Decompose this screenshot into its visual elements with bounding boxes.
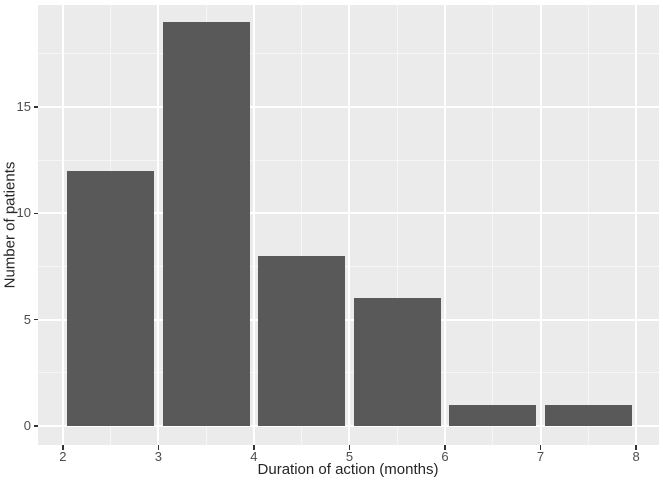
y-tick-mark — [33, 318, 38, 321]
x-tick-label: 5 — [345, 449, 354, 464]
gridline-x-major — [348, 5, 351, 445]
x-tick-mark — [62, 445, 64, 450]
y-tick-label: 0 — [23, 417, 31, 433]
y-tick-mark — [33, 425, 38, 427]
y-tick-label: 15 — [16, 99, 31, 115]
plot-panel — [38, 5, 659, 445]
gridline-y-major — [38, 318, 659, 321]
gridline-x-major — [635, 5, 638, 445]
gridline-y-major — [38, 424, 659, 427]
histogram-bar — [544, 404, 632, 426]
gridline-x-major — [252, 5, 255, 445]
gridline-x-minor — [492, 5, 494, 445]
x-tick-label: 2 — [59, 449, 67, 464]
gridline-x-minor — [587, 5, 589, 445]
gridline-y-major — [38, 106, 659, 109]
x-tick-mark — [539, 445, 542, 450]
x-tick-mark — [444, 445, 446, 450]
y-tick-mark — [33, 106, 38, 108]
gridline-x-minor — [301, 5, 303, 445]
gridline-y-major — [38, 212, 659, 215]
histogram-bar — [353, 298, 441, 426]
histogram-bar — [258, 255, 346, 426]
histogram-bar — [67, 170, 155, 426]
x-tick-label: 3 — [154, 449, 162, 464]
gridline-x-major — [443, 5, 446, 445]
y-axis-title: Number of patients — [1, 161, 19, 289]
x-tick-mark — [348, 445, 351, 450]
x-tick-label: 7 — [536, 449, 545, 464]
y-tick-label: 10 — [16, 205, 31, 221]
x-tick-mark — [253, 445, 255, 450]
y-tick-label: 5 — [23, 311, 31, 327]
histogram-bar — [162, 22, 250, 426]
x-tick-label: 4 — [250, 449, 258, 464]
x-tick-label: 8 — [632, 449, 640, 464]
x-axis-title: Duration of action (months) — [257, 461, 439, 478]
x-tick-mark — [635, 445, 637, 450]
x-tick-label: 6 — [441, 449, 449, 464]
histogram-bar — [449, 404, 537, 426]
gridline-x-major — [539, 5, 542, 445]
x-tick-mark — [157, 445, 160, 450]
y-tick-mark — [33, 212, 38, 215]
gridline-x-major — [61, 5, 64, 445]
gridline-x-major — [157, 5, 160, 445]
gridline-x-minor — [396, 5, 398, 445]
